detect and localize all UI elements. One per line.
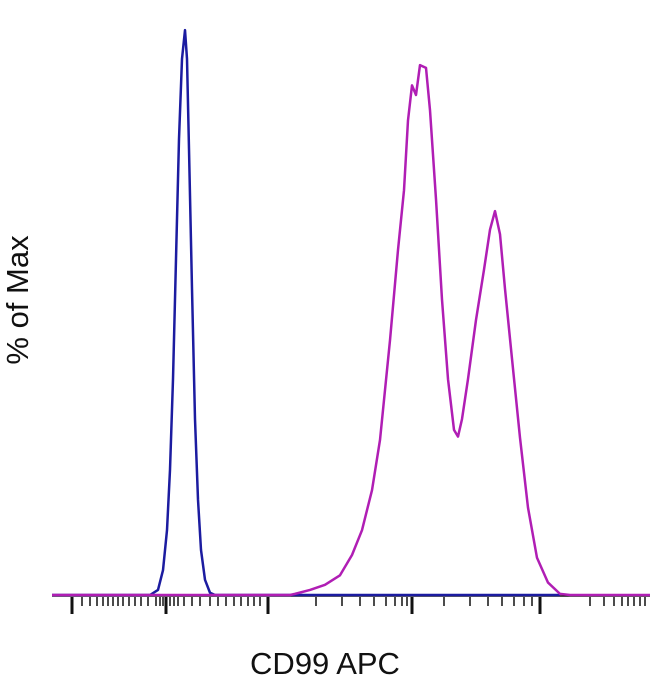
y-axis-label: % of Max	[0, 235, 35, 365]
x-axis-label: CD99 APC	[250, 646, 400, 681]
histogram-line	[52, 28, 560, 597]
histogram-line	[52, 63, 650, 597]
